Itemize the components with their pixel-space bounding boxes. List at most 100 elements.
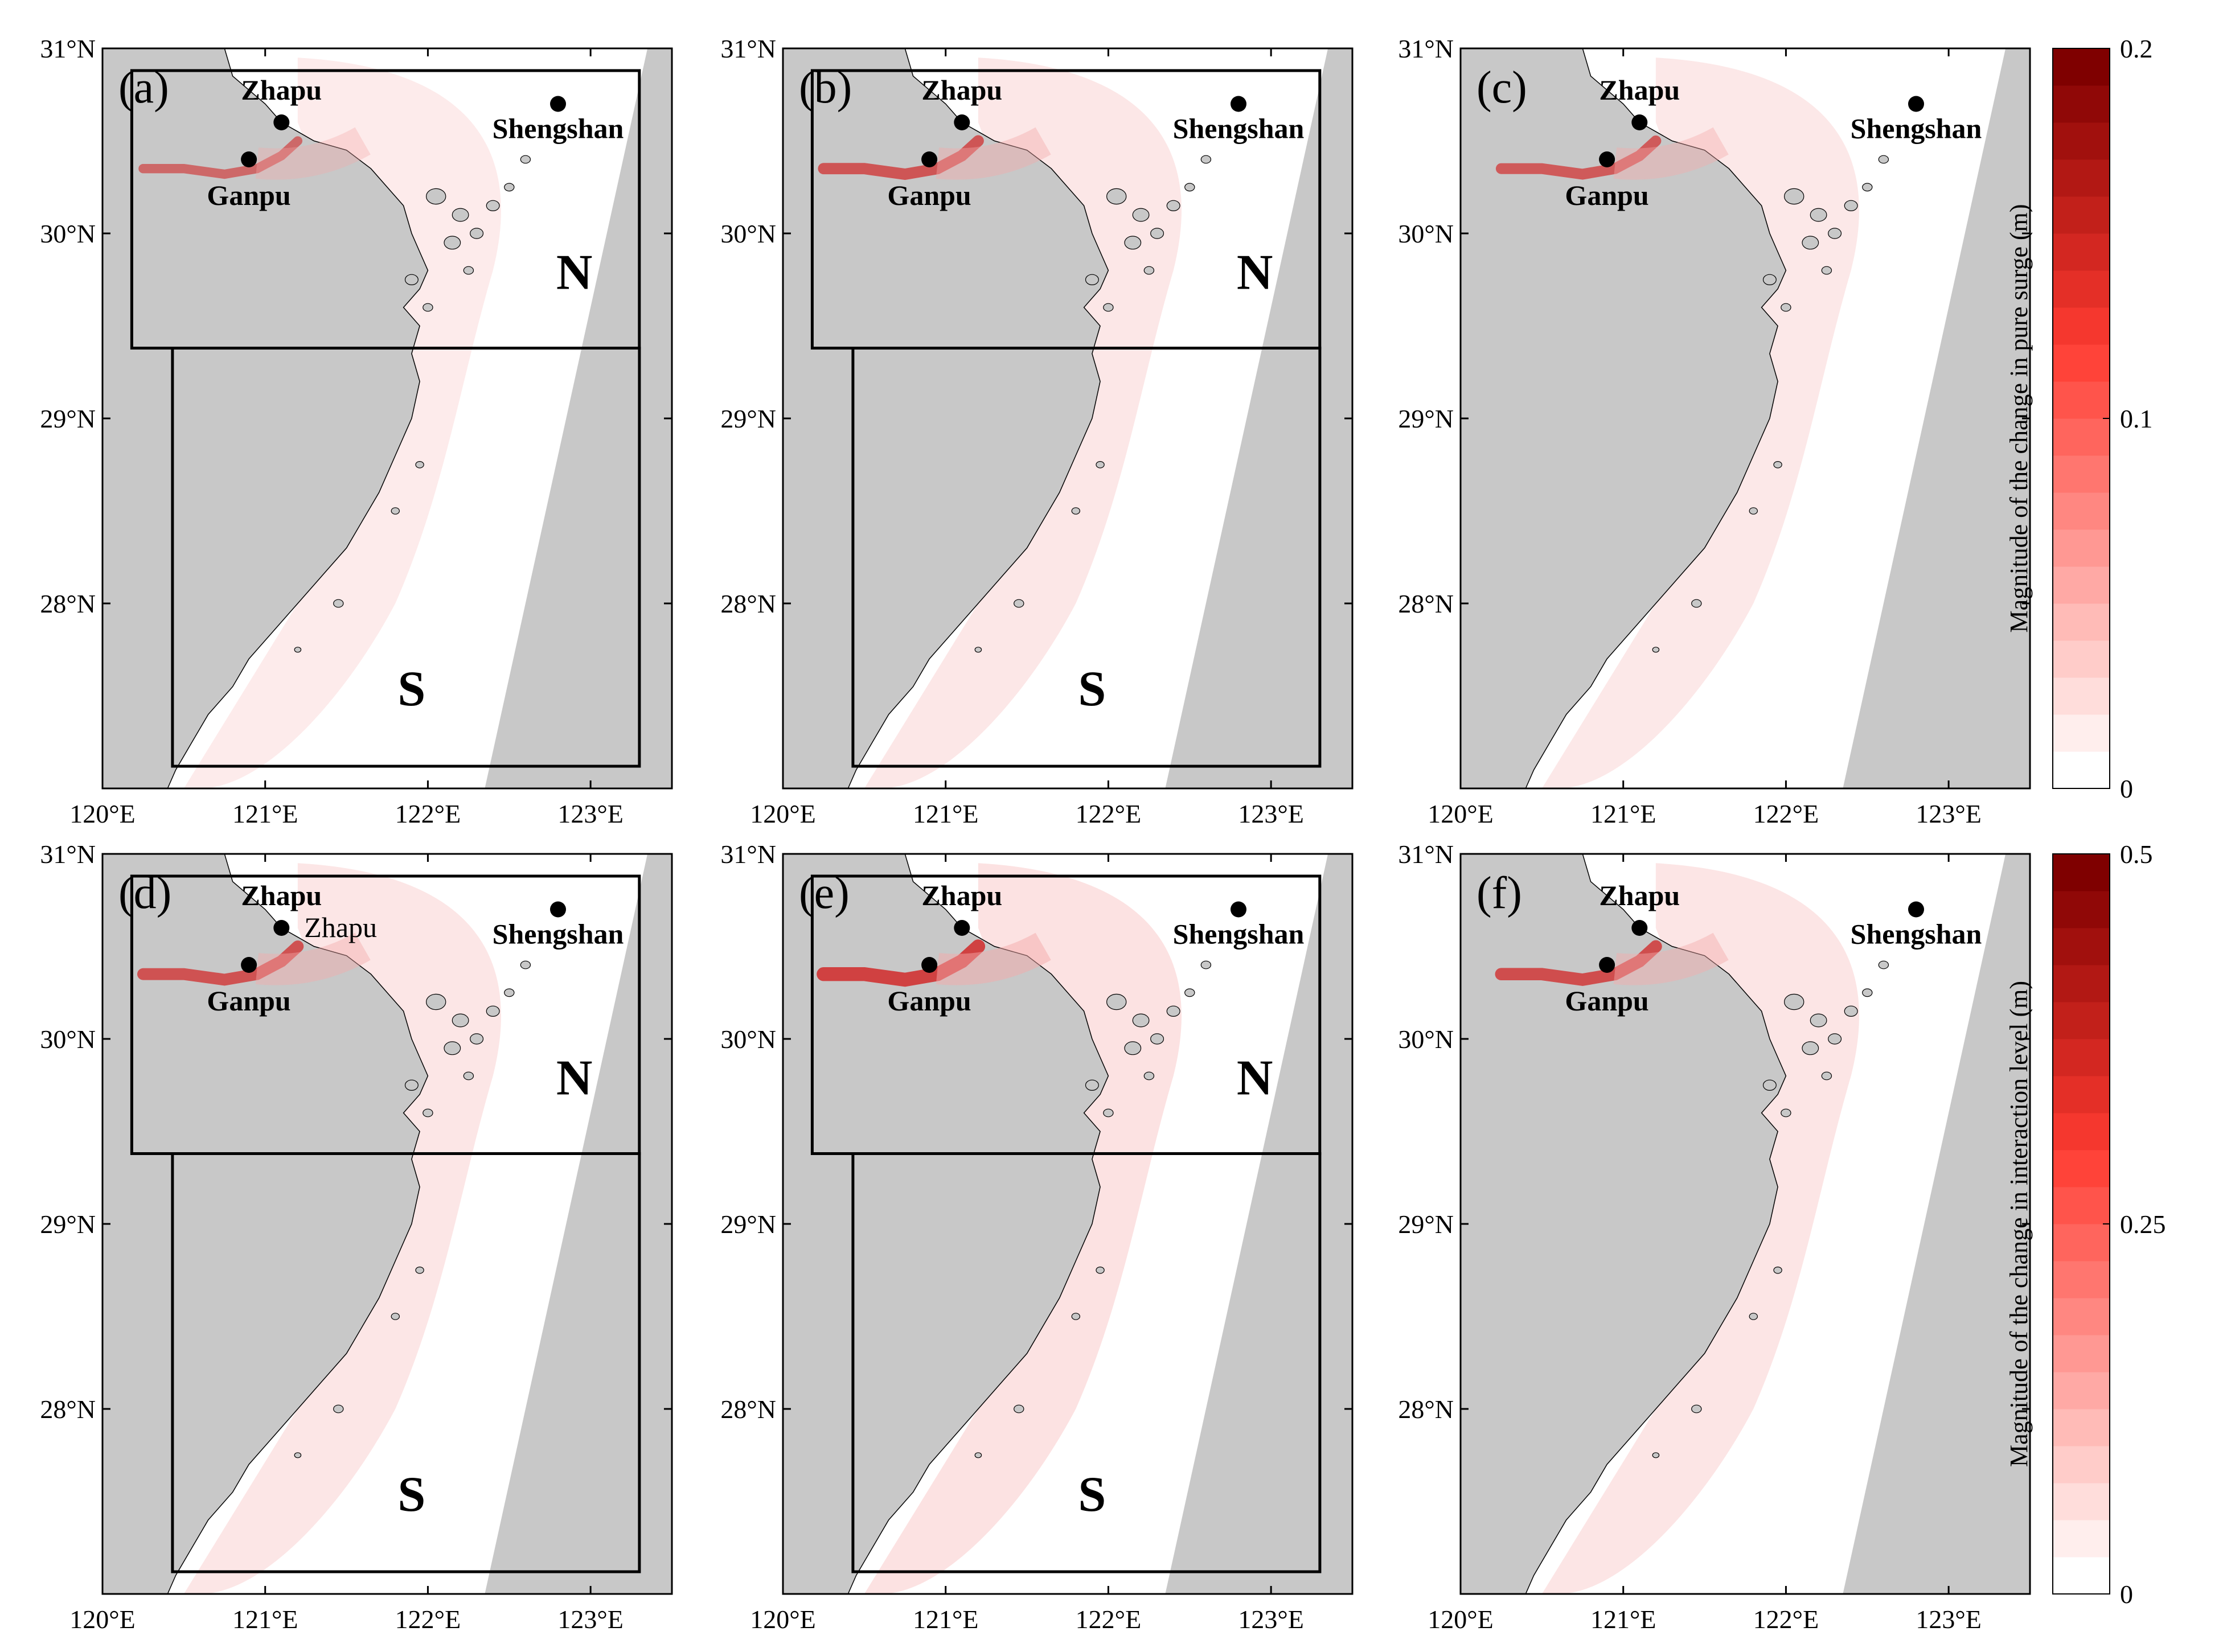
colorbar-step	[2053, 1520, 2110, 1558]
mainland	[1461, 854, 1787, 1594]
island	[1184, 988, 1195, 997]
island	[1014, 599, 1024, 608]
lon-tick-label: 121°E	[913, 1605, 979, 1634]
station-label-ganpu: Ganpu	[207, 985, 290, 1017]
island	[1762, 274, 1777, 285]
lon-tick-label: 121°E	[232, 1605, 298, 1634]
region-label-north: N	[556, 1051, 593, 1106]
colorbar-step	[2053, 418, 2110, 456]
colorbar-step	[2053, 492, 2110, 530]
island	[1810, 1013, 1827, 1028]
lon-tick-label: 122°E	[1753, 1605, 1819, 1634]
colorbar-step	[2053, 48, 2110, 86]
change-field	[183, 57, 501, 788]
colorbar-step	[2053, 1113, 2110, 1150]
colorbar-tick-label: 0	[2120, 774, 2133, 803]
station-marker-zhapu	[954, 114, 970, 130]
island	[1749, 1313, 1758, 1320]
island	[1124, 236, 1142, 250]
lat-tick-label: 30°N	[40, 1025, 96, 1054]
map-area	[1461, 854, 2030, 1594]
mainland	[102, 854, 429, 1594]
lon-tick-label: 123°E	[557, 799, 623, 828]
colorbar-step	[2053, 381, 2110, 419]
island	[1821, 1071, 1832, 1080]
station-label-ganpu: Ganpu	[207, 179, 290, 211]
colorbar-step	[2053, 751, 2110, 789]
island	[1691, 1404, 1702, 1413]
colorbar-interaction-level: 0.5 0.25 0 Magnitude of the change in inter…	[2005, 840, 2166, 1609]
station-label-ganpu: Ganpu	[1565, 985, 1648, 1017]
map-panel-d: N S (d) Zhapu Ganpu Shengshan Zhapu 120°E 121°E 1…	[40, 840, 673, 1634]
island	[470, 228, 484, 239]
island	[1828, 228, 1842, 239]
lat-tick-label: 30°N	[1398, 1025, 1454, 1054]
colorbar-step	[2053, 1076, 2110, 1113]
map-area	[783, 854, 1352, 1594]
island	[1096, 1266, 1105, 1274]
island	[1821, 266, 1832, 275]
station-label-shengshan: Shengshan	[493, 918, 624, 950]
colorbar-step	[2053, 344, 2110, 382]
region-box-south	[851, 347, 1322, 768]
island	[1150, 1033, 1164, 1045]
island	[294, 1452, 302, 1458]
colorbar-tick-label: 0.1	[2120, 404, 2153, 433]
map-panel-c: (c) Zhapu Ganpu Shengshan 120°E 121°E 122°E 123…	[1398, 34, 2031, 828]
lat-tick-label: 29°N	[40, 404, 96, 433]
station-marker-ganpu	[1599, 957, 1615, 973]
station-label-shengshan: Shengshan	[1173, 113, 1305, 145]
colorbar-step	[2053, 891, 2110, 928]
station-marker-zhapu	[273, 920, 290, 936]
lat-tick-label: 28°N	[1398, 1395, 1454, 1424]
colorbar-step	[2053, 1409, 2110, 1446]
region-label-north: N	[556, 245, 593, 301]
map-area	[1461, 48, 2030, 788]
colorbar-step	[2053, 307, 2110, 345]
island	[1106, 993, 1127, 1010]
panel-tag: (a)	[118, 63, 169, 113]
map-area	[783, 48, 1352, 788]
lon-tick-label: 122°E	[395, 799, 461, 828]
island	[1096, 461, 1105, 469]
island	[504, 988, 515, 997]
island	[1784, 993, 1804, 1010]
island	[974, 1452, 982, 1458]
estuary-shading	[1495, 940, 1662, 986]
change-field	[864, 863, 1182, 1594]
colorbar-step	[2053, 1150, 2110, 1187]
colorbar-step	[2053, 714, 2110, 752]
lon-tick-label: 121°E	[232, 799, 298, 828]
island	[1200, 155, 1212, 164]
island	[1143, 1071, 1155, 1080]
colorbar-step	[2053, 529, 2110, 567]
island	[1784, 188, 1804, 205]
station-extra-label: Zhapu	[304, 911, 377, 943]
lon-tick-label: 120°E	[1428, 799, 1494, 828]
bay-shading	[1613, 127, 1729, 180]
lon-tick-label: 123°E	[1916, 799, 1982, 828]
lat-tick-label: 29°N	[1398, 1210, 1454, 1239]
island	[1802, 236, 1819, 250]
colorbar-step	[2053, 1372, 2110, 1409]
map-panel-a: N S (a) Zhapu Ganpu Shengshan 120°E 121°E 122°E 1…	[40, 34, 673, 828]
panel-tag: (f)	[1477, 868, 1522, 918]
panel-tag: (e)	[799, 868, 850, 918]
island	[426, 188, 446, 205]
station-label-shengshan: Shengshan	[1851, 113, 1982, 145]
colorbar-tick-label: 0.2	[2120, 34, 2153, 63]
station-marker-zhapu	[954, 920, 970, 936]
island	[1085, 274, 1099, 285]
lon-tick-label: 123°E	[1238, 1605, 1304, 1634]
colorbar-step	[2053, 233, 2110, 271]
region-box-south	[851, 1152, 1322, 1573]
change-field	[1541, 863, 1859, 1594]
lon-tick-label: 121°E	[913, 799, 979, 828]
bay-shading	[936, 127, 1051, 180]
station-label-ganpu: Ganpu	[887, 179, 971, 211]
colorbar-step	[2053, 854, 2110, 891]
station-marker-ganpu	[921, 957, 938, 973]
island	[415, 1266, 424, 1274]
colorbar-step	[2053, 1002, 2110, 1039]
